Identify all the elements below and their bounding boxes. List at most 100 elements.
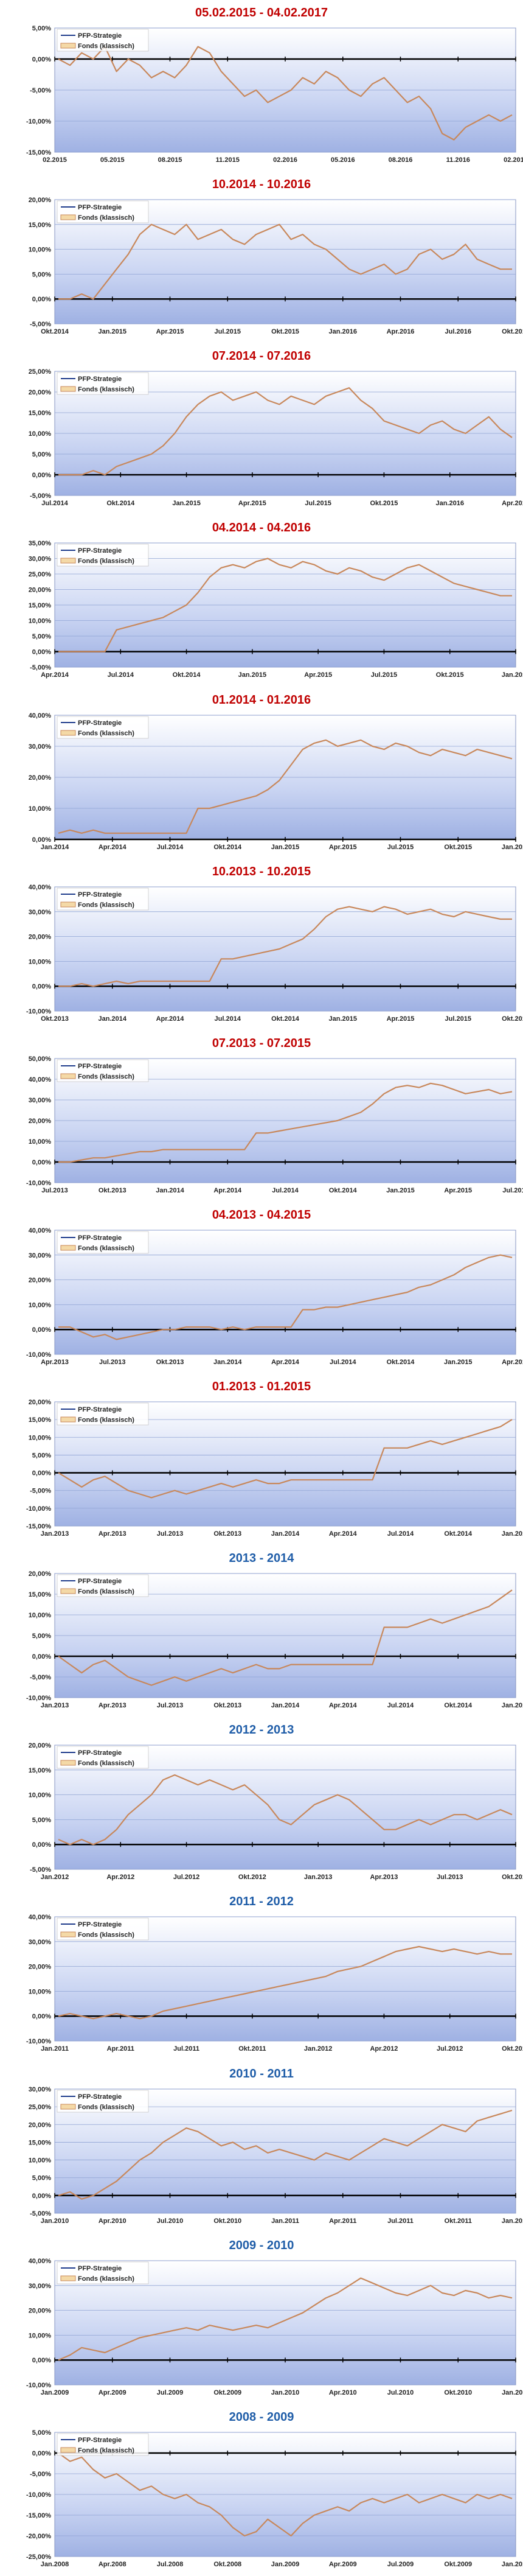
chart-title: 01.2013 - 01.2015 <box>212 1380 311 1393</box>
x-tick-label: Okt.2014 <box>271 1015 300 1023</box>
chart-title: 2010 - 2011 <box>229 2067 294 2081</box>
x-tick-label: Okt.2012 <box>502 2045 523 2053</box>
x-tick-label: Okt.2015 <box>444 844 472 851</box>
x-tick-label: Jul.2015 <box>502 1187 523 1194</box>
x-tick-label: Jan.2011 <box>271 2217 299 2225</box>
x-tick-label: Okt.2010 <box>213 2217 241 2225</box>
y-tick-label: 20,00% <box>29 2308 52 2315</box>
legend-label-fonds: Fonds (klassisch) <box>78 2275 134 2283</box>
chart-panel: 10.2013 - 10.2015 40,00% 30,00% 20,00% 10,00… <box>0 859 523 1031</box>
chart-svg: 40,00%30,00%20,00%10,00%0,00%-10,00%Jan.… <box>26 2258 523 2396</box>
y-tick-label: -10,00% <box>26 118 51 125</box>
y-tick-label: -5,00% <box>30 1674 51 1681</box>
y-tick-label: 20,00% <box>29 1277 52 1284</box>
x-tick-label: 08.2015 <box>158 156 182 164</box>
series-line-fonds <box>58 2452 513 2537</box>
x-tick-label: Jul.2015 <box>305 500 331 507</box>
x-tick-label: Jan.2015 <box>444 1359 472 1366</box>
legend: PFP-Strategie Fonds (klassisch) <box>57 1402 149 1426</box>
y-tick-label: 20,00% <box>29 389 52 396</box>
x-tick-label: Apr.2012 <box>370 2045 398 2053</box>
series-line-fonds <box>58 558 512 653</box>
legend-swatch-fonds <box>60 730 76 736</box>
legend-label-pfp: PFP-Strategie <box>78 2265 122 2272</box>
legend-label-pfp: PFP-Strategie <box>78 719 122 727</box>
y-tick-label: 5,00% <box>32 1816 51 1824</box>
x-tick-label: Jan.2014 <box>156 1187 184 1194</box>
legend-label-pfp: PFP-Strategie <box>78 1234 122 1242</box>
legend-swatch-fonds <box>60 2447 76 2453</box>
legend-label-fonds: Fonds (klassisch) <box>78 2447 134 2454</box>
x-tick-label: Jul.2015 <box>371 671 397 679</box>
x-tick-label: Apr.2014 <box>213 1187 242 1194</box>
legend: PFP-Strategie Fonds (klassisch) <box>57 372 149 395</box>
y-tick-label: 0,00% <box>32 836 51 844</box>
y-tick-label: 0,00% <box>32 649 51 656</box>
y-tick-label: 0,00% <box>32 1653 51 1661</box>
y-tick-label: 5,00% <box>32 633 51 640</box>
y-tick-label: 40,00% <box>29 1076 52 1083</box>
series-line-fonds <box>58 1945 512 2020</box>
y-tick-label: 25,00% <box>29 368 52 376</box>
chart-svg: 40,00% 30,00% 20,00% 10,00% 0,00%Jan.2014 Apr… <box>29 712 523 851</box>
y-tick-label: 5,00% <box>32 2429 51 2437</box>
x-tick-label: Apr.2014 <box>99 844 127 851</box>
x-tick-label: Apr.2015 <box>304 671 332 679</box>
y-tick-label: 0,00% <box>32 1159 51 1166</box>
y-tick-label: 5,00% <box>32 271 51 278</box>
legend-label-pfp: PFP-Strategie <box>78 204 122 211</box>
chart-panel: 04.2013 - 04.2015 40,00% 30,00% 20,00% 10,00… <box>0 1202 523 1374</box>
legend-label-fonds: Fonds (klassisch) <box>78 1931 134 1939</box>
chart-svg: 50,00% 40,00% 30,00% 20,00% 10,00% 0,00% -10,0… <box>26 1055 523 1194</box>
legend-swatch-fonds <box>60 1588 76 1594</box>
legend-label-pfp: PFP-Strategie <box>78 2437 122 2444</box>
chart-svg: 20,00%15,00%10,00%5,00%0,00%-5,00%Okt.20… <box>29 197 523 335</box>
y-tick-label: 30,00% <box>29 556 52 563</box>
y-tick-label: 10,00% <box>29 247 52 254</box>
x-tick-label: Jan.2008 <box>41 2561 69 2568</box>
legend-swatch-fonds <box>60 901 76 908</box>
x-tick-label: Jul.2014 <box>108 671 134 679</box>
y-tick-label: 0,00% <box>32 1470 51 1477</box>
y-tick-label: 30,00% <box>29 2086 52 2093</box>
y-tick-label: -15,00% <box>26 2512 51 2519</box>
chart-title: 04.2013 - 04.2015 <box>212 1208 311 1222</box>
x-tick-label: Jan.2011 <box>41 2045 69 2053</box>
x-tick-label: Jul.2013 <box>41 1187 68 1194</box>
x-tick-label: Jul.2013 <box>437 1874 463 1881</box>
y-tick-label: 5,00% <box>32 1633 51 1640</box>
y-tick-label: 30,00% <box>29 909 52 916</box>
y-tick-label: -25,00% <box>26 2553 51 2561</box>
x-tick-label: Jan.2011 <box>502 2389 523 2396</box>
x-tick-label: Jan.2015 <box>329 1015 357 1023</box>
x-tick-label: Jan.2016 <box>329 328 357 335</box>
y-tick-label: 40,00% <box>29 1227 52 1234</box>
legend: PFP-Strategie Fonds (klassisch) <box>57 1746 149 1769</box>
y-tick-label: -10,00% <box>26 2491 51 2499</box>
y-tick-label: 5,00% <box>32 25 51 32</box>
x-tick-label: Apr.2015 <box>329 844 357 851</box>
x-tick-label: Okt.2010 <box>444 2389 472 2396</box>
legend-swatch-fonds <box>60 386 76 392</box>
y-tick-label: 0,00% <box>32 1841 51 1849</box>
x-tick-label: Apr.2013 <box>99 1530 126 1538</box>
legend-label-pfp: PFP-Strategie <box>78 1921 122 1928</box>
y-tick-label: 0,00% <box>32 2357 51 2364</box>
y-tick-label: -10,00% <box>26 1505 51 1513</box>
chart-title: 01.2014 - 01.2016 <box>212 693 311 707</box>
x-tick-label: Okt.2014 <box>106 500 135 507</box>
chart-svg: 35,00% 30,00% 25,00% 20,00% 15,00% 10,00% 5,00… <box>29 540 523 679</box>
y-tick-label: 20,00% <box>29 197 52 204</box>
y-tick-label: 15,00% <box>29 410 52 417</box>
x-tick-label: 02.2015 <box>43 156 67 164</box>
x-tick-label: Jan.2015 <box>271 844 299 851</box>
x-tick-label: Jul.2008 <box>157 2561 183 2568</box>
chart-svg: 20,00%15,00%10,00%5,00%0,00%-5,00%Jan.20… <box>29 1742 523 1881</box>
legend-swatch-fonds <box>60 1416 76 1423</box>
legend: PFP-Strategie Fonds (klassisch) <box>57 1231 149 1254</box>
y-tick-label: 35,00% <box>29 540 52 547</box>
x-tick-label: Apr.2013 <box>370 1874 398 1881</box>
chart-svg: 40,00%30,00%20,00%10,00%0,00%-10,00%Apr.… <box>26 1227 523 1366</box>
x-tick-label: Apr.2012 <box>106 1874 134 1881</box>
